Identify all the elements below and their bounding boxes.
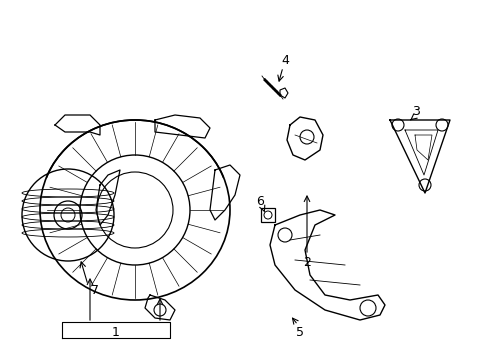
Text: 5: 5	[295, 325, 304, 338]
Text: 7: 7	[91, 284, 99, 297]
Text: 4: 4	[281, 54, 288, 67]
Text: 6: 6	[256, 195, 264, 208]
Text: 2: 2	[303, 256, 310, 269]
Text: 3: 3	[411, 105, 419, 118]
Text: 1: 1	[112, 327, 120, 339]
